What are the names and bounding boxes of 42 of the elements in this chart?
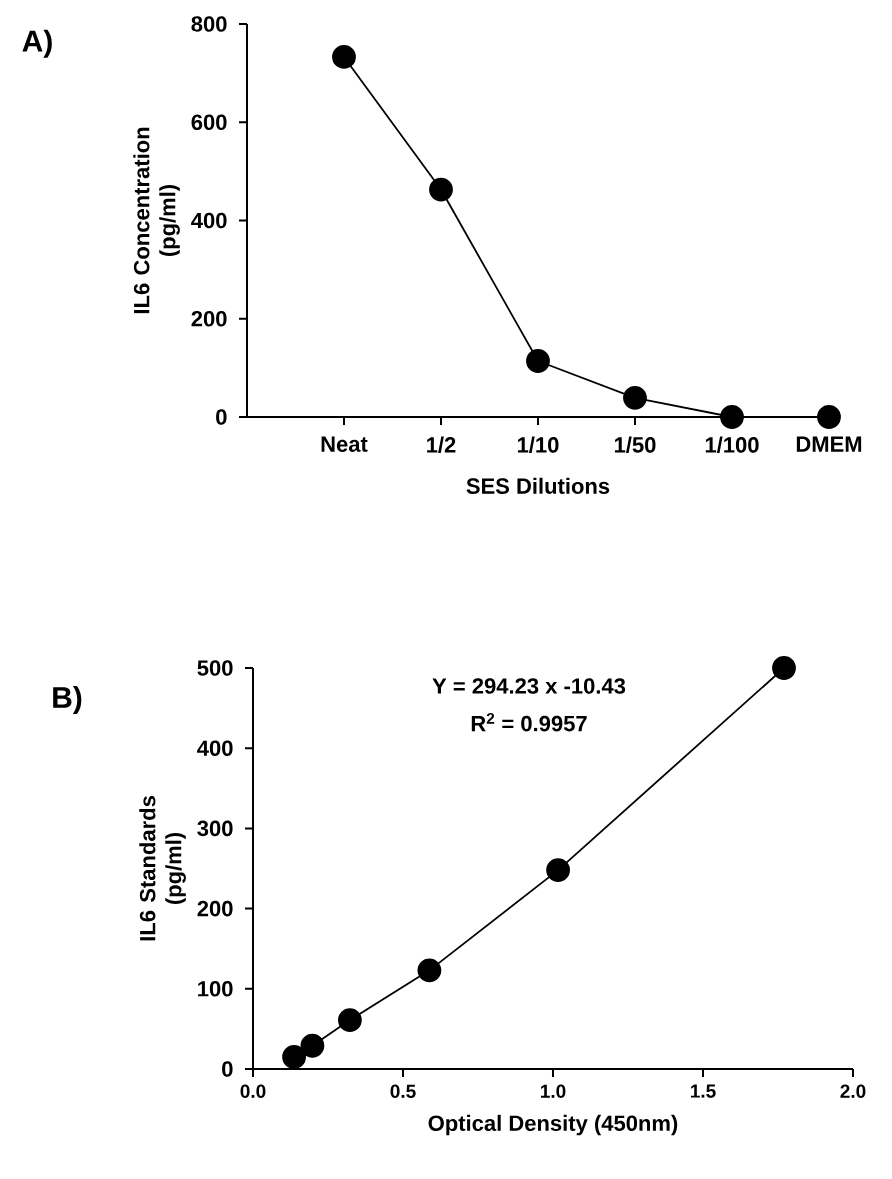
x-tick-label: 0.5 — [390, 1084, 416, 1098]
y-tick-label: 200 — [197, 900, 233, 917]
x-tick-label: DMEM — [796, 436, 862, 452]
x-axis-title: SES Dilutions — [466, 477, 610, 494]
y-tick-label: 400 — [197, 740, 233, 756]
y-tick-label: 300 — [197, 820, 233, 837]
point — [282, 1045, 306, 1069]
point — [623, 385, 647, 410]
y-tick-label: 800 — [191, 16, 227, 32]
y-tick-label: 400 — [191, 212, 227, 229]
x-tick-label: 1/50 — [614, 436, 656, 453]
x-tick-label: Neat — [321, 436, 368, 452]
y-tick-label: 200 — [191, 310, 227, 327]
point — [338, 1008, 362, 1032]
point — [720, 405, 744, 429]
x-tick-label: 1.0 — [540, 1084, 566, 1098]
y-tick-label: 600 — [191, 114, 227, 131]
x-tick-label: 1/2 — [427, 436, 456, 453]
point — [817, 405, 841, 429]
y-tick-label: 0 — [216, 409, 227, 425]
point — [429, 177, 453, 202]
x-tick-label: 1.5 — [690, 1084, 716, 1098]
y-axis-title: IL6 Concentration (pg/ml) — [133, 127, 180, 314]
x-tick-label: 1/10 — [517, 436, 559, 453]
y-tick-label: 100 — [198, 981, 233, 997]
text: A) — [22, 29, 52, 58]
point — [546, 858, 570, 882]
point — [300, 1033, 325, 1058]
y-tick-label: 0 — [222, 1061, 233, 1077]
point — [772, 656, 796, 680]
x-tick-label: 2.0 — [840, 1084, 866, 1098]
point — [526, 349, 550, 373]
point — [332, 45, 356, 69]
x-tick-label: 1/100 — [705, 436, 759, 453]
y-tick-label: 500 — [197, 660, 233, 676]
x-tick-label: 0.0 — [240, 1084, 266, 1098]
y-axis-title: IL6 Standards (pg/ml) — [139, 796, 186, 941]
x-axis-title: Optical Density (450nm) — [428, 1114, 678, 1136]
text: B) — [53, 686, 82, 715]
annotation: Y = 294.23 x -10.43 — [432, 678, 626, 694]
annotation: R$^{2}$ = 0.9957 — [471, 712, 587, 732]
point — [417, 958, 442, 983]
